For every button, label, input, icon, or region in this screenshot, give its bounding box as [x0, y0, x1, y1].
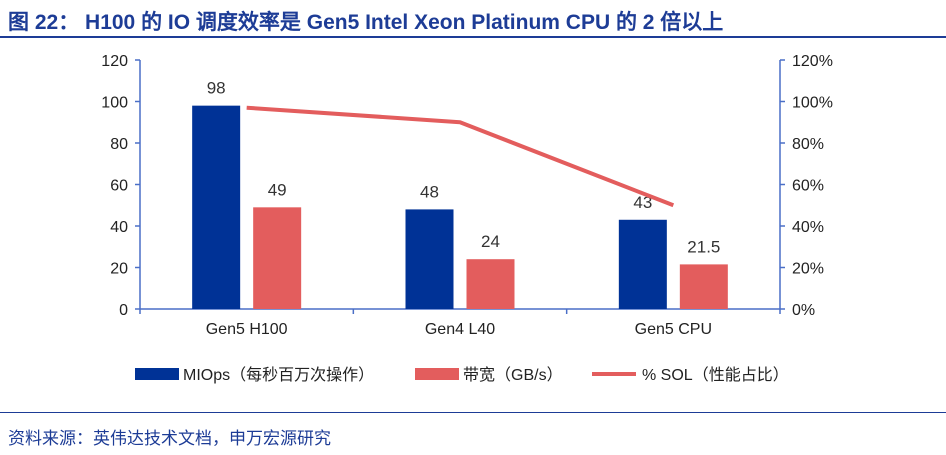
y2-tick-label: 0% [792, 302, 815, 319]
y2-tick-label: 40% [792, 219, 824, 236]
y-tick-label: 120 [101, 53, 128, 70]
y2-tick-label: 120% [792, 53, 833, 70]
legend-swatch-bandwidth [415, 368, 459, 380]
y-tick-label: 40 [110, 219, 128, 236]
title-divider [0, 36, 946, 38]
figure-title: 图 22： H100 的 IO 调度效率是 Gen5 Intel Xeon Pl… [8, 11, 724, 34]
bar-miops [405, 209, 454, 309]
y2-tick-label: 100% [792, 95, 833, 112]
legend-swatch-miops [135, 368, 179, 380]
source-note: 资料来源：英伟达技术文档，申万宏源研究 [8, 429, 331, 448]
source-divider [0, 412, 946, 413]
y-tick-label: 0 [119, 302, 128, 319]
x-tick-label: Gen4 L40 [425, 321, 495, 338]
y-tick-label: 80 [110, 136, 128, 153]
data-label: 48 [420, 182, 439, 201]
bar-bandwidth [466, 259, 515, 309]
y2-tick-label: 60% [792, 178, 824, 195]
data-label: 21.5 [687, 237, 720, 256]
y2-tick-label: 20% [792, 261, 824, 278]
x-tick-label: Gen5 H100 [206, 321, 288, 338]
legend-label-bandwidth: 带宽（GB/s） [463, 366, 563, 384]
bar-miops [618, 219, 667, 309]
bar-bandwidth [679, 264, 728, 309]
bar-bandwidth [253, 207, 302, 309]
legend-label-sol: % SOL（性能占比） [642, 366, 789, 384]
legend-label-miops: MIOps（每秒百万次操作） [183, 366, 374, 384]
chart: 0 20 40 60 80 100 120 0% 20% 40% 60% 80% 100% 120% Gen… [101, 53, 833, 384]
data-label: 49 [268, 180, 287, 199]
data-label: 24 [481, 232, 500, 251]
y-tick-label: 60 [110, 178, 128, 195]
bar-miops [192, 105, 241, 310]
y2-tick-label: 80% [792, 136, 824, 153]
data-label: 43 [633, 193, 652, 212]
line-sol [246, 105, 675, 208]
x-tick-label: Gen5 CPU [635, 321, 712, 338]
data-label: 98 [207, 79, 226, 98]
y-tick-label: 20 [110, 261, 128, 278]
y-tick-label: 100 [101, 95, 128, 112]
